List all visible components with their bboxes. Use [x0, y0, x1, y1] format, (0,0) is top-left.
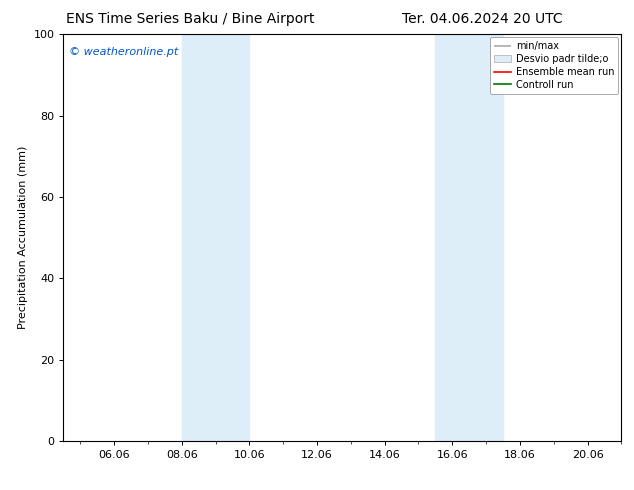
- Bar: [436, 34, 503, 441]
- Bar: [182, 34, 249, 441]
- Legend: min/max, Desvio padr tilde;o, Ensemble mean run, Controll run: min/max, Desvio padr tilde;o, Ensemble m…: [489, 37, 618, 94]
- Text: Ter. 04.06.2024 20 UTC: Ter. 04.06.2024 20 UTC: [401, 12, 562, 26]
- Text: ENS Time Series Baku / Bine Airport: ENS Time Series Baku / Bine Airport: [66, 12, 314, 26]
- Text: © weatheronline.pt: © weatheronline.pt: [69, 47, 178, 56]
- Y-axis label: Precipitation Accumulation (mm): Precipitation Accumulation (mm): [18, 146, 28, 329]
